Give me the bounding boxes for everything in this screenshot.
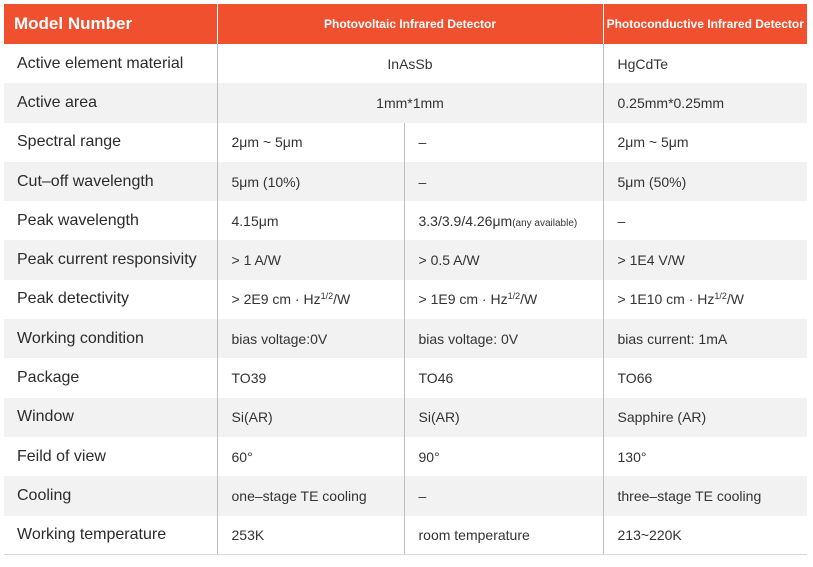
pv1-value: Si(AR) <box>217 397 405 437</box>
pc-value: 5μm (50%) <box>603 161 807 202</box>
pv1-value: 253K <box>217 515 405 556</box>
table-row: Feild of view 60° 90° 130° <box>4 436 807 477</box>
pv2-value: > 0.5 A/W <box>404 240 604 280</box>
model-number-header: Model Number <box>4 4 218 44</box>
row-label: Spectral range <box>4 122 218 162</box>
photovoltaic-header: Photovoltaic Infrared Detector <box>217 4 604 44</box>
pv2-main: 3.3/3.9/4.26μm <box>418 212 513 229</box>
row-label: Cooling <box>4 476 218 516</box>
pv2-value: room temperature <box>404 515 604 556</box>
pc-value: 213~220K <box>603 515 807 556</box>
photoconductive-header: Photoconductive Infrared Detector <box>606 17 804 31</box>
row-label: Cut–off wavelength <box>4 161 218 202</box>
pv2-value: TO46 <box>404 358 604 398</box>
detectivity-text: > 1E9 cm · Hz <box>418 291 508 308</box>
row-label: Peak detectivity <box>4 279 218 320</box>
pv2-value: 90° <box>404 436 604 477</box>
table-row: Peak current responsivity > 1 A/W > 0.5 … <box>4 240 807 280</box>
row-label: Active area <box>4 83 218 123</box>
table-row: Cooling one–stage TE cooling – three–sta… <box>4 476 807 516</box>
table-row: Spectral range 2μm ~ 5μm – 2μm ~ 5μm <box>4 122 807 162</box>
pv1-value: bias voltage:0V <box>217 319 405 359</box>
row-label: Active element material <box>4 44 218 84</box>
pv2-value: > 1E9 cm · Hz1/2/W <box>404 279 604 320</box>
table-row: Package TO39 TO46 TO66 <box>4 358 807 398</box>
pc-value: 0.25mm*0.25mm <box>603 83 807 123</box>
exponent: 1/2 <box>507 291 521 302</box>
pv2-value: – <box>404 161 604 202</box>
pc-value: Sapphire (AR) <box>603 397 807 437</box>
table-row: Cut–off wavelength 5μm (10%) – 5μm (50%) <box>4 161 807 202</box>
pc-value: three–stage TE cooling <box>603 476 807 516</box>
row-label: Feild of view <box>4 436 218 477</box>
pv2-value: – <box>404 476 604 516</box>
pc-value: HgCdTe <box>617 55 669 72</box>
pv1-value: one–stage TE cooling <box>217 476 405 516</box>
pv1-value: > 1 A/W <box>217 240 405 280</box>
availability-note: (any available) <box>512 217 578 229</box>
unit-tail: /W <box>726 291 744 308</box>
pc-value: – <box>617 212 626 229</box>
row-label: Peak wavelength <box>4 201 218 241</box>
table-row: Peak detectivity > 2E9 cm · Hz1/2/W > 1E… <box>4 279 807 320</box>
pc-value: 2μm ~ 5μm <box>617 134 689 151</box>
table-row: Active element material InAsSb HgCdTe <box>4 44 807 84</box>
exponent: 1/2 <box>320 291 334 302</box>
pv1-value: TO39 <box>217 358 405 398</box>
row-label: Peak current responsivity <box>4 240 218 280</box>
pv1-value: 5μm (10%) <box>217 161 405 202</box>
table-row: Active area 1mm*1mm 0.25mm*0.25mm <box>4 83 807 123</box>
pv1-value: 2μm ~ 5μm <box>217 122 405 162</box>
row-label: Window <box>4 397 218 437</box>
pv1-value: > 2E9 cm · Hz1/2/W <box>217 279 405 320</box>
pv1-value: 4.15μm <box>217 201 405 241</box>
pc-value: 130° <box>617 448 647 465</box>
unit-tail: /W <box>520 291 538 308</box>
table-row: Peak wavelength 4.15μm 3.3/3.9/4.26μm(an… <box>4 201 807 241</box>
table-row: Working temperature 253K room temperatur… <box>4 515 807 556</box>
table-row: Window Si(AR) Si(AR) Sapphire (AR) <box>4 397 807 437</box>
pc-value: bias current: 1mA <box>603 319 807 359</box>
pv1-value: 60° <box>217 436 405 477</box>
pc-value: > 1E4 V/W <box>603 240 807 280</box>
detectivity-text: > 1E10 cm · Hz <box>617 291 715 308</box>
exponent: 1/2 <box>714 291 727 302</box>
unit-tail: /W <box>333 291 351 308</box>
pv-value: 1mm*1mm <box>217 83 604 123</box>
pv2-value: bias voltage: 0V <box>404 319 604 359</box>
detectivity-text: > 2E9 cm · Hz <box>231 291 321 308</box>
pv2-value: 3.3/3.9/4.26μm(any available) <box>404 201 604 241</box>
pv2-value: Si(AR) <box>404 397 604 437</box>
pc-value: TO66 <box>617 370 653 387</box>
header-row: Model Number Photovoltaic Infrared Detec… <box>4 4 807 44</box>
row-label: Working condition <box>4 319 218 359</box>
pc-value: > 1E10 cm · Hz1/2/W <box>603 280 807 319</box>
pv2-value: – <box>404 122 604 162</box>
table-row: Working condition bias voltage:0V bias v… <box>4 319 807 359</box>
pv-value: InAsSb <box>217 44 604 84</box>
spec-table: Model Number Photovoltaic Infrared Detec… <box>4 4 807 556</box>
row-label: Working temperature <box>4 515 218 556</box>
row-label: Package <box>4 358 218 398</box>
